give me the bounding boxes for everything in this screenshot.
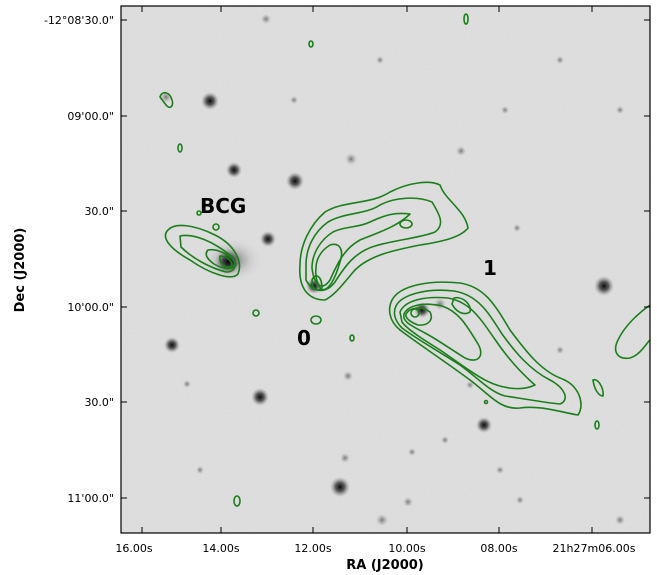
sky-image [121, 6, 650, 533]
x-tick-label: 16.00s [115, 542, 152, 555]
annotation-bcg: BCG [200, 194, 246, 218]
annotation-source-0: 0 [297, 326, 311, 350]
y-tick-label: -12°08'30.0" [44, 14, 114, 27]
x-tick-label: 12.00s [294, 542, 331, 555]
y-axis-title: Dec (J2000) [13, 228, 28, 313]
y-tick-label: 11'00.0" [67, 492, 114, 505]
x-tick-marks [141, 6, 593, 533]
x-axis-title: RA (J2000) [346, 558, 424, 573]
x-tick-label: 08.00s [480, 542, 517, 555]
y-tick-label: 30.0" [84, 205, 114, 218]
y-tick-labels: -12°08'30.0" 09'00.0" 30.0" 10'00.0" 30.… [44, 14, 114, 505]
y-tick-label: 10'00.0" [67, 301, 114, 314]
y-tick-label: 30.0" [84, 396, 114, 409]
plot-frame [120, 5, 651, 534]
annotation-source-1: 1 [483, 256, 497, 280]
x-tick-label: 14.00s [202, 542, 239, 555]
x-tick-label: 10.00s [388, 542, 425, 555]
x-tick-labels: 16.00s 14.00s 12.00s 10.00s 08.00s 21h27… [115, 542, 635, 555]
radio-contours [159, 13, 650, 507]
y-tick-label: 09'00.0" [67, 110, 114, 123]
y-tick-marks [121, 19, 650, 499]
x-tick-label: 21h27m06.00s [553, 542, 636, 555]
